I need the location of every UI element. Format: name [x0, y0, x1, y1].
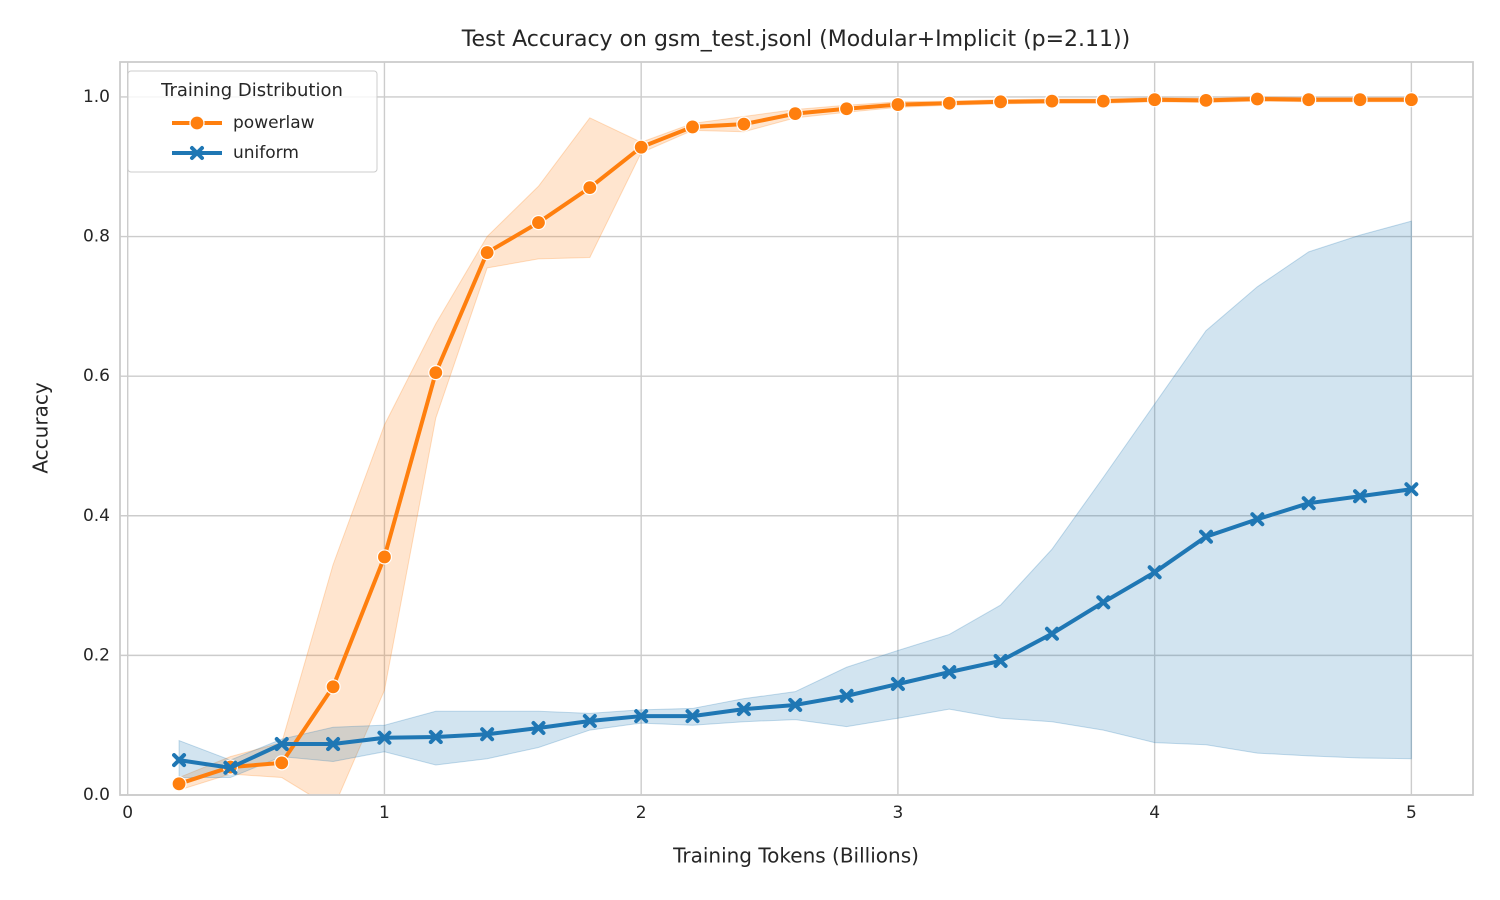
marker [1301, 496, 1316, 511]
y-tick-label: 0.2 [83, 645, 110, 665]
marker [838, 101, 855, 117]
marker [634, 709, 649, 724]
x-tick-label: 4 [1149, 803, 1160, 823]
marker [684, 119, 701, 135]
marker [993, 94, 1009, 110]
legend: Training Distribution powerlaw uniform [127, 70, 378, 173]
plot-area [120, 62, 1473, 795]
marker [377, 730, 392, 745]
marker [1352, 92, 1368, 108]
marker [530, 214, 547, 231]
marker [1095, 93, 1111, 109]
marker [531, 720, 546, 735]
marker [890, 677, 905, 692]
marker [1147, 92, 1163, 108]
y-tick-label: 1.0 [83, 87, 110, 107]
marker [685, 709, 700, 724]
marker [1147, 565, 1162, 580]
marker [736, 116, 752, 132]
marker [325, 679, 341, 695]
marker [1301, 92, 1317, 108]
y-tick-label: 0.0 [83, 785, 110, 805]
marker [376, 549, 393, 565]
marker [1044, 626, 1059, 641]
marker [890, 96, 906, 113]
marker [942, 665, 957, 680]
legend-label: powerlaw [233, 113, 315, 133]
marker [1096, 595, 1111, 610]
marker [274, 755, 290, 771]
marker [480, 727, 495, 742]
marker [787, 106, 803, 122]
marker [1249, 91, 1265, 107]
plot [171, 91, 1419, 795]
x-tick-label: 2 [636, 803, 647, 823]
legend-label: uniform [233, 143, 299, 163]
marker [1403, 92, 1419, 108]
marker [1404, 482, 1419, 497]
marker [189, 115, 205, 131]
marker [1353, 489, 1368, 504]
marker [941, 95, 957, 111]
marker [788, 697, 803, 712]
marker [582, 180, 598, 196]
y-axis-label: Accuracy [29, 382, 53, 473]
y-tick-label: 0.4 [83, 506, 110, 526]
x-tick-label: 3 [892, 803, 903, 823]
x-tick-label: 0 [122, 803, 133, 823]
marker [172, 753, 187, 768]
marker [1198, 529, 1213, 544]
y-tick-label: 0.8 [83, 227, 110, 247]
x-axis-label: Training Tokens (Billions) [672, 844, 919, 868]
marker [1250, 512, 1265, 527]
marker [428, 365, 444, 381]
x-tick-label: 5 [1406, 803, 1417, 823]
marker [171, 776, 187, 792]
legend-box [127, 70, 378, 173]
chart-title: Test Accuracy on gsm_test.jsonl (Modular… [461, 27, 1130, 52]
marker [223, 760, 238, 775]
confidence-band [178, 220, 1412, 779]
marker [326, 737, 341, 752]
marker [582, 714, 597, 729]
marker [1198, 92, 1214, 108]
marker [633, 139, 649, 155]
x-tick-label: 1 [379, 803, 390, 823]
marker [274, 737, 289, 752]
marker [190, 146, 204, 160]
marker [736, 702, 751, 717]
marker [993, 653, 1008, 668]
marker [1044, 93, 1060, 109]
legend-title: Training Distribution [160, 80, 343, 101]
plot-frame [119, 61, 1474, 796]
marker [839, 688, 854, 703]
y-tick-label: 0.6 [83, 366, 110, 386]
marker [428, 730, 443, 745]
axes: 0 1 2 3 4 5 0.0 0.2 0.4 0.6 0.8 1.0 [83, 87, 1417, 823]
marker [479, 244, 495, 261]
